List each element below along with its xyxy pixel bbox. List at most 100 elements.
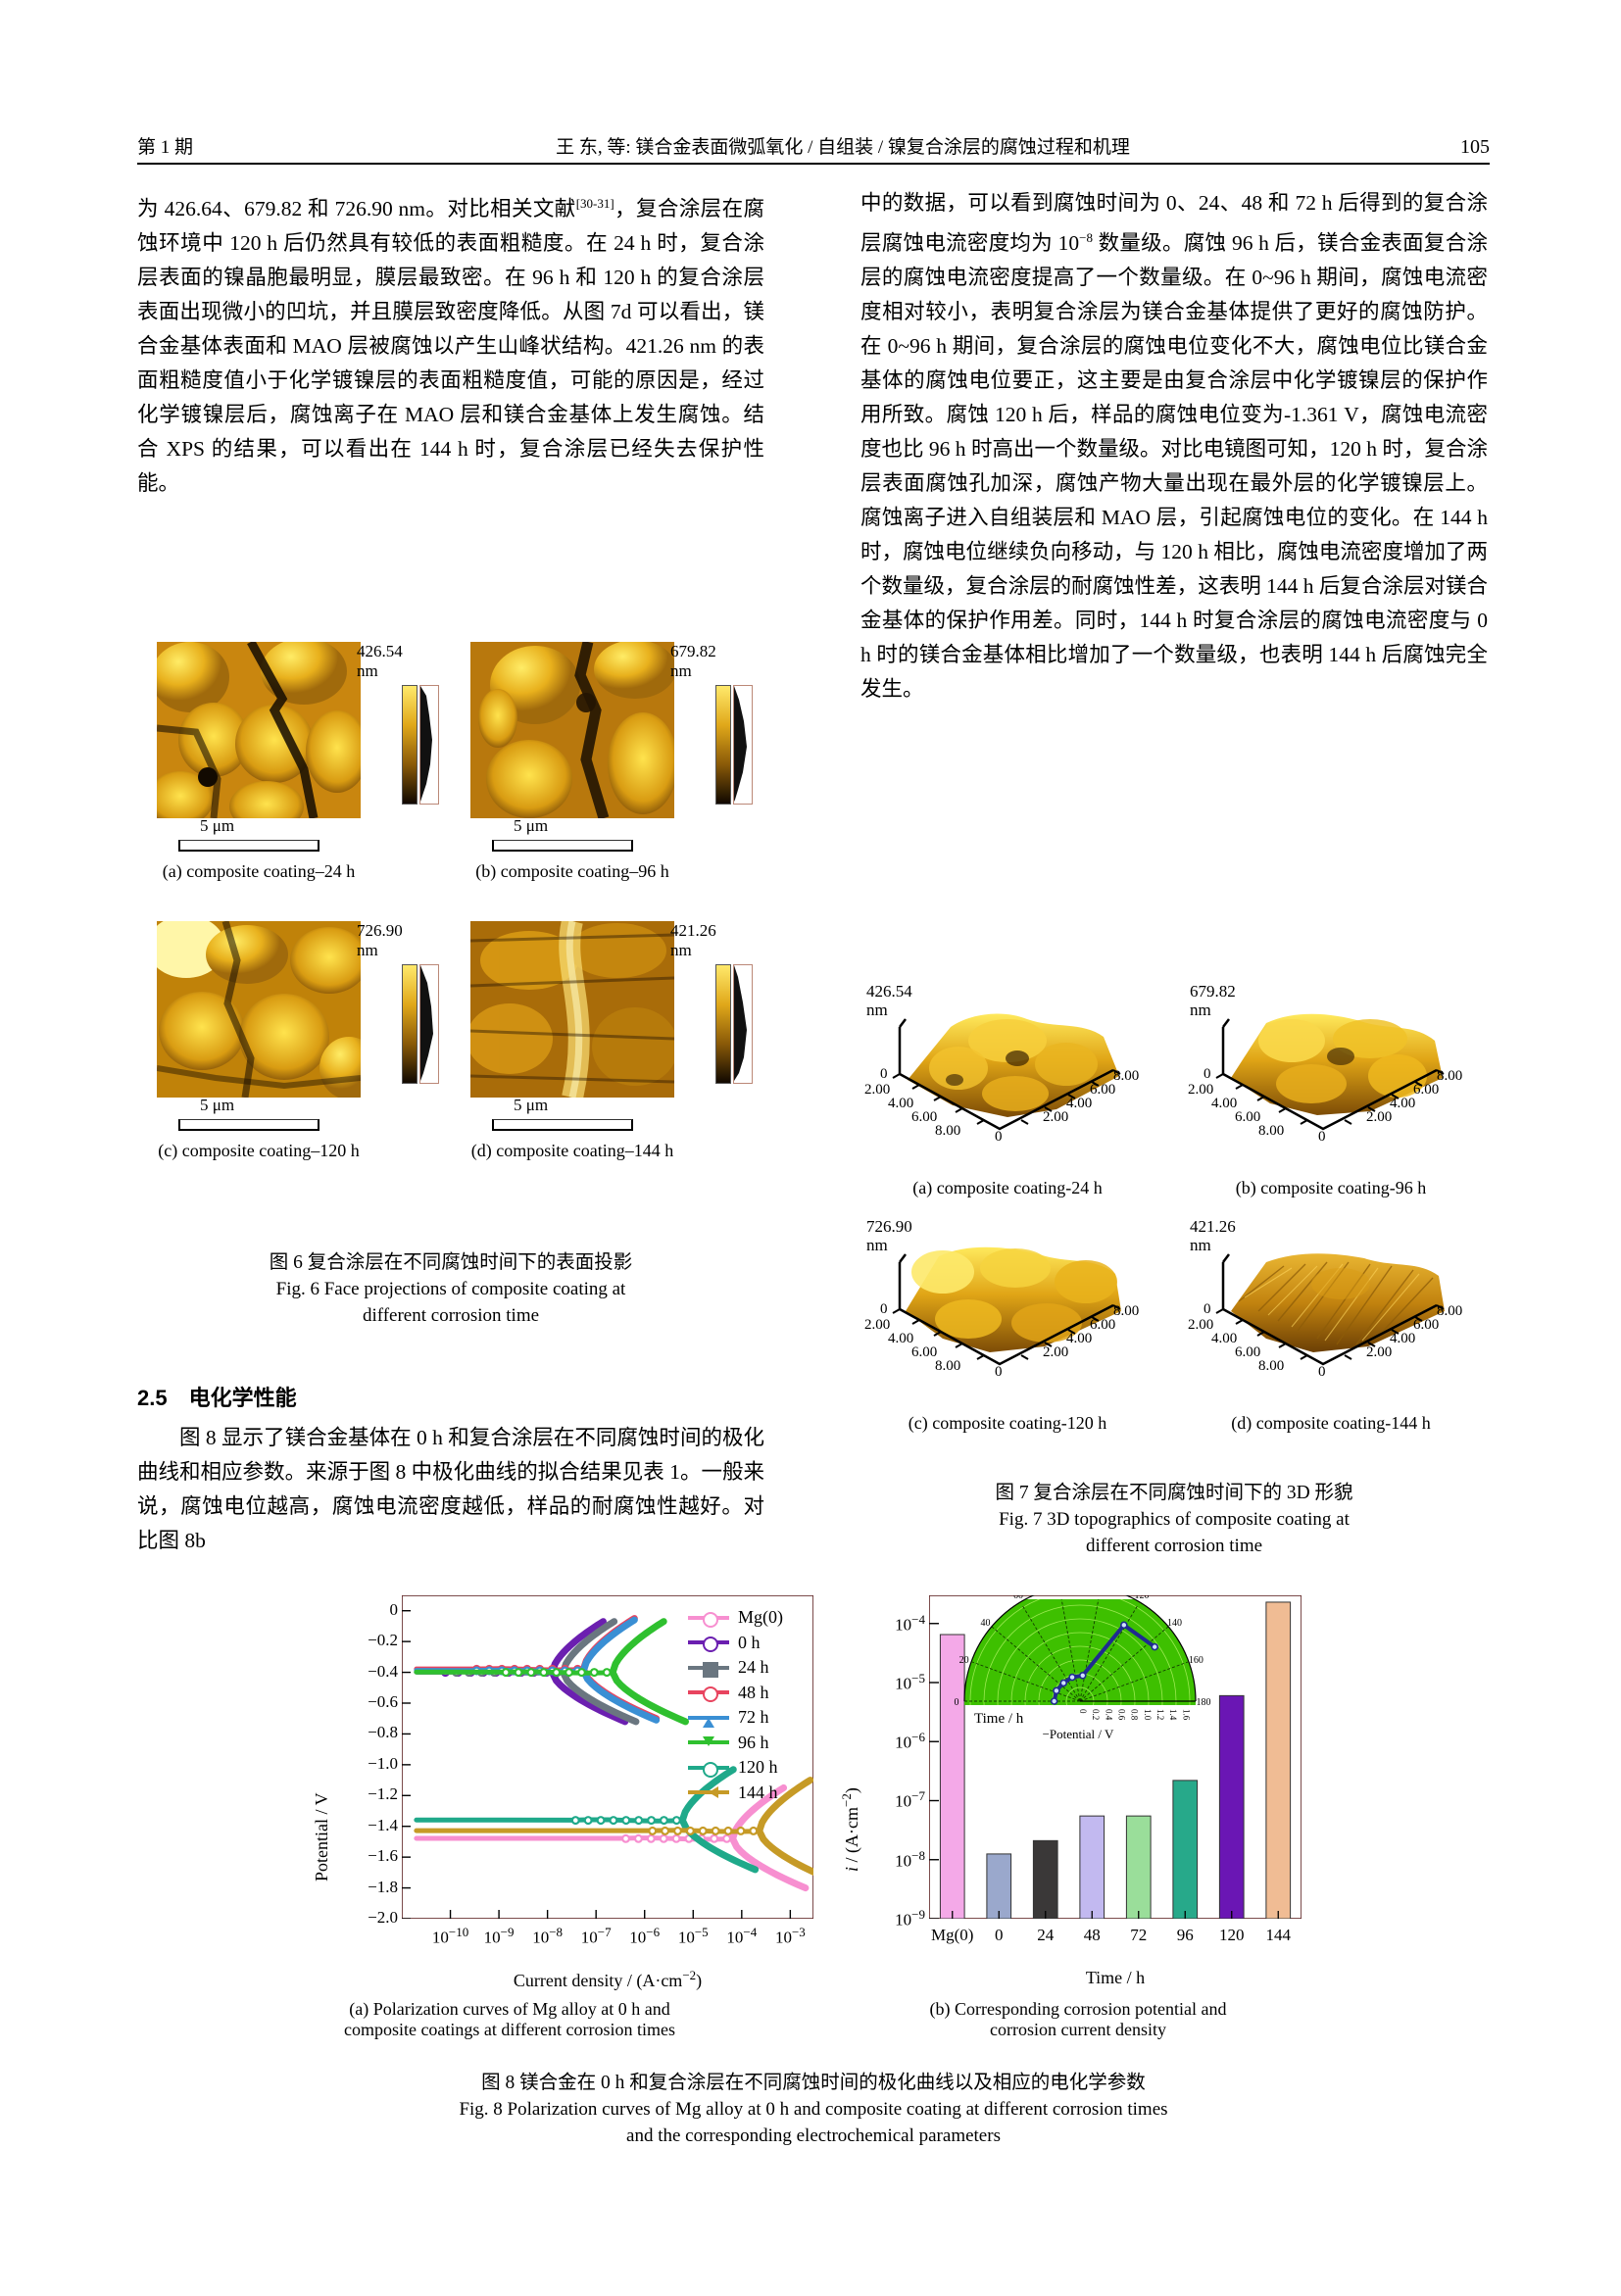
figure-8a-subcaption: (a) Polarization curves of Mg alloy at 0… xyxy=(294,1999,725,2040)
legend-swatch xyxy=(688,1786,729,1799)
figure-7-caption: 图 7 复合涂层在不同腐蚀时间下的 3D 形貌 Fig. 7 3D topogr… xyxy=(860,1480,1488,1559)
topo-axes-d xyxy=(1215,1253,1445,1366)
afm-colorbar-b xyxy=(715,685,731,805)
figure-8b-subcaption-1: (b) Corresponding corrosion potential an… xyxy=(929,1999,1227,2019)
legend-label: Mg(0) xyxy=(738,1607,783,1627)
bar xyxy=(1265,1601,1292,1919)
bar xyxy=(1172,1780,1199,1919)
afm-colorbar-a xyxy=(402,685,418,805)
polar-inset: 020406080100120140160180 00.20.40.60.81.… xyxy=(955,1595,1211,1741)
afm-scalebar-c: 5 μm xyxy=(157,1096,361,1131)
polarization-series-0h xyxy=(548,1618,607,1677)
topo-tick-y8-c: 8.00 xyxy=(1113,1303,1140,1319)
legend-item[interactable]: 24 h xyxy=(688,1655,783,1681)
topo-panel-b: 679.82 nm 0 xyxy=(1184,980,1478,1198)
polarization-xtick: 10−7 xyxy=(580,1925,612,1947)
polarization-ytick: −1.4 xyxy=(368,1815,398,1834)
legend-swatch xyxy=(688,1686,729,1703)
topo-tick-x4-d: 4.00 xyxy=(1211,1331,1238,1346)
legend-item[interactable]: 72 h xyxy=(688,1705,783,1731)
polarization-xtick: 10−5 xyxy=(677,1925,709,1947)
bar-xtick: Mg(0) xyxy=(931,1926,974,1944)
bar xyxy=(986,1853,1012,1919)
polarization-xtick: 10−8 xyxy=(532,1925,564,1947)
polar-radial-tick: 1.2 xyxy=(1155,1709,1165,1720)
legend-marker-icon xyxy=(703,1611,718,1628)
polar-point xyxy=(1068,1673,1076,1682)
polarization-series-mg0 xyxy=(729,1783,788,1842)
polarization-ytick: −1.0 xyxy=(368,1753,398,1773)
legend-marker-icon xyxy=(703,1761,718,1778)
legend-marker-icon xyxy=(703,1712,714,1728)
polarization-series-144h xyxy=(756,1777,813,1834)
topo-zmax-a: 426.54 nm xyxy=(866,982,912,1019)
topo-tick-origin-c: 0 xyxy=(995,1364,1003,1380)
topo-tick-x6-c: 6.00 xyxy=(911,1344,938,1360)
topo-tick-z0-d: 0 xyxy=(1203,1301,1211,1317)
legend-label: 0 h xyxy=(738,1632,761,1652)
legend-item[interactable]: 0 h xyxy=(688,1631,783,1656)
topo-tick-y8-d: 8.00 xyxy=(1437,1303,1463,1319)
article-running-title: 王 东, 等: 镁合金表面微弧氧化 / 自组装 / 镍复合涂层的腐蚀过程和机理 xyxy=(556,137,1130,158)
figure-8b-subcaption: (b) Corresponding corrosion potential an… xyxy=(862,1999,1294,2040)
polar-angular-tick: 40 xyxy=(980,1618,990,1629)
figure-8-caption: 图 8 镁合金在 0 h 和复合涂层在不同腐蚀时间的极化曲线以及相应的电化学参数… xyxy=(137,2070,1490,2149)
legend-label: 24 h xyxy=(738,1657,769,1677)
topo-tick-z0-b: 0 xyxy=(1203,1066,1211,1082)
polar-point xyxy=(1078,1671,1087,1680)
topo-tick-y2-d: 2.00 xyxy=(1366,1344,1393,1360)
bar-ytick: 10−8 xyxy=(895,1847,925,1871)
topo-tick-x2-b: 2.00 xyxy=(1188,1082,1214,1098)
afm-histogram-c xyxy=(419,964,439,1084)
legend-label: 120 h xyxy=(738,1757,778,1777)
afm-caption-a: (a) composite coating–24 h xyxy=(162,861,356,881)
topo-tick-y4-d: 4.00 xyxy=(1390,1331,1416,1346)
legend-item[interactable]: Mg(0) xyxy=(688,1605,783,1631)
afm-colorbar-d xyxy=(715,964,731,1084)
left-column: 为 426.64、679.82 和 726.90 nm。对比相关文献[30-31… xyxy=(137,186,764,501)
topo-tick-y2-b: 2.00 xyxy=(1366,1109,1393,1125)
figure-7-caption-cn: 图 7 复合涂层在不同腐蚀时间下的 3D 形貌 xyxy=(995,1483,1353,1503)
topo-tick-y6-c: 6.00 xyxy=(1090,1317,1116,1333)
polar-angular-tick: 180 xyxy=(1197,1697,1211,1708)
legend-item[interactable]: 48 h xyxy=(688,1681,783,1706)
afm-panel-a: 426.54 nm 5 μm xyxy=(157,642,439,852)
legend-marker-icon xyxy=(703,1736,714,1752)
afm-colorbar-c xyxy=(402,964,418,1084)
figure-8-caption-en-1: Fig. 8 Polarization curves of Mg alloy a… xyxy=(459,2099,1168,2120)
polarization-series-96h xyxy=(609,1618,667,1677)
polarization-series-0h xyxy=(548,1669,629,1726)
bar-xtick: 96 xyxy=(1176,1926,1194,1944)
topo-caption-b: (b) composite coating-96 h xyxy=(1235,1178,1427,1197)
bar-ytick: 10−6 xyxy=(895,1730,925,1752)
polar-point xyxy=(1120,1621,1128,1630)
polar-radial-tick: 0.6 xyxy=(1117,1709,1127,1721)
topo-axes-a xyxy=(892,1018,1121,1131)
polarization-legend: Mg(0) 0 h 24 h 48 h 72 h 96 h 120 h 144 h xyxy=(688,1605,783,1805)
polarization-xtick: 10−6 xyxy=(629,1925,661,1947)
topo-tick-y4-c: 4.00 xyxy=(1066,1331,1093,1346)
afm-image-c xyxy=(157,921,361,1098)
polar-point xyxy=(1053,1686,1060,1695)
header-rule xyxy=(137,163,1490,165)
figure-6-caption-en-2: different corrosion time xyxy=(362,1305,540,1326)
left-column-lower: 2.5 电化学性能 图 8 显示了镁合金基体在 0 h 和复合涂层在不同腐蚀时间的… xyxy=(137,1367,764,1558)
bar-xtick: 72 xyxy=(1130,1926,1148,1944)
topo-tick-x2-c: 2.00 xyxy=(864,1317,891,1333)
legend-marker-icon xyxy=(703,1637,718,1653)
topo-panel-a: 426.54 nm xyxy=(860,980,1154,1198)
legend-item[interactable]: 96 h xyxy=(688,1731,783,1756)
bar-xtick: 144 xyxy=(1265,1926,1292,1944)
polar-radial-tick: 1.4 xyxy=(1168,1709,1178,1721)
topo-tick-y6-a: 6.00 xyxy=(1090,1082,1116,1098)
legend-swatch xyxy=(688,1761,729,1778)
polar-radial-tick: 0.4 xyxy=(1104,1709,1113,1721)
topo-tick-x4-b: 4.00 xyxy=(1211,1096,1238,1111)
bar-ytick: 10−4 xyxy=(895,1611,925,1635)
figure-8-caption-en-2: and the corresponding electrochemical pa… xyxy=(626,2125,1001,2146)
afm-panel-b: 679.82 nm 5 μm xyxy=(470,642,753,852)
legend-item[interactable]: 144 h xyxy=(688,1781,783,1806)
legend-item[interactable]: 120 h xyxy=(688,1755,783,1781)
polar-point xyxy=(1050,1697,1058,1705)
polarization-series-mg0 xyxy=(729,1834,810,1892)
